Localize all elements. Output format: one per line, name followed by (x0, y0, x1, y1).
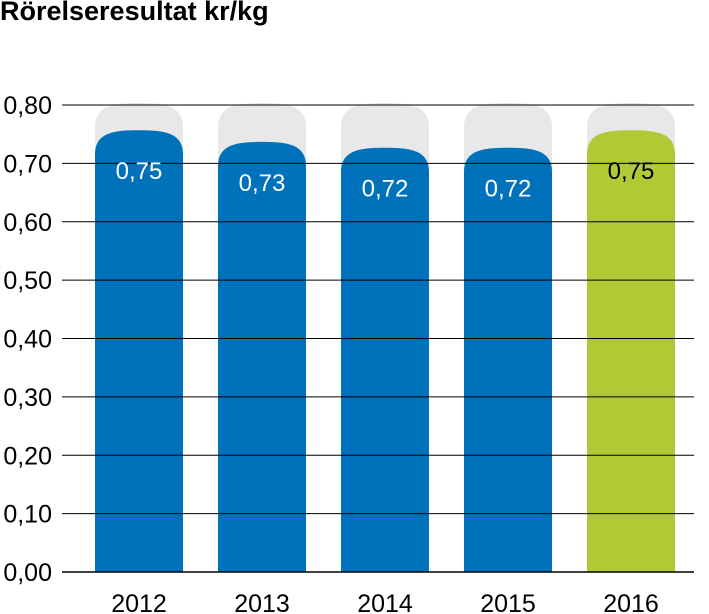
y-tick-label: 0,10 (3, 501, 52, 529)
bar-2016 (587, 130, 675, 572)
data-label-2016: 0,75 (608, 158, 655, 185)
chart-title: Rörelseresultat kr/kg (0, 0, 269, 26)
x-tick-label-2012: 2012 (111, 590, 167, 614)
y-tick-label: 0,30 (3, 384, 52, 412)
data-label-2013: 0,73 (239, 170, 286, 197)
x-tick-label-2015: 2015 (480, 590, 536, 614)
bar-2013 (218, 141, 306, 573)
x-tick-label-2013: 2013 (234, 590, 290, 614)
y-tick-label: 0,00 (3, 559, 52, 587)
y-tick-label: 0,60 (3, 209, 52, 237)
bar-2014 (341, 147, 429, 572)
bar-2015 (464, 147, 552, 572)
data-label-2015: 0,72 (485, 176, 532, 203)
y-tick-label: 0,20 (3, 442, 52, 470)
data-label-2012: 0,75 (116, 158, 163, 185)
x-tick-label-2016: 2016 (603, 590, 659, 614)
y-tick-label: 0,70 (3, 150, 52, 178)
y-tick-label: 0,40 (3, 326, 52, 354)
x-tick-label-2014: 2014 (357, 590, 413, 614)
y-tick-label: 0,80 (3, 92, 52, 120)
bar-2012 (95, 130, 183, 572)
data-label-2014: 0,72 (362, 176, 409, 203)
y-tick-label: 0,50 (3, 267, 52, 295)
